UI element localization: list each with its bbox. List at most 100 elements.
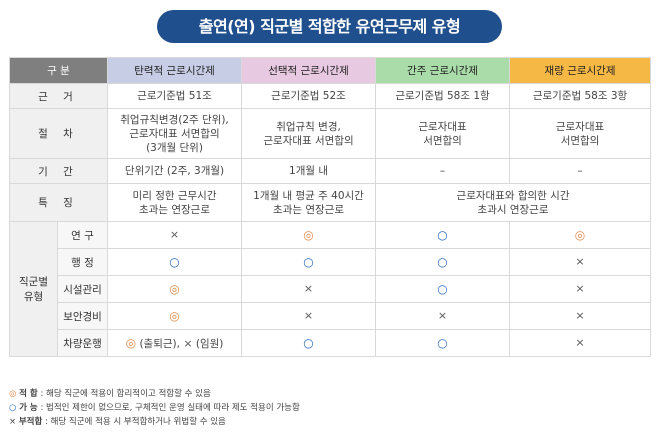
unsuitable-icon: ×	[9, 417, 17, 427]
cell-line: 근로자대표와 합의한 시간	[456, 189, 570, 202]
cell-procedure-select: 취업규칙 변경, 근로자대표 서면합의	[241, 108, 377, 159]
row-procedure: 절 차 취업규칙변경(2주 단위), 근로자대표 서면합의 (3개월 단위) 취…	[8, 108, 652, 159]
row-period: 기 간 단위기간 (2주, 3개월) 1개월 내 – –	[8, 158, 652, 184]
suitable-mark: ◎	[169, 281, 180, 296]
header-deemed-hours: 간주 근로시간제	[375, 57, 511, 84]
cell-line: 취업규칙변경(2주 단위),	[120, 113, 229, 126]
cell-job-indirect: ○	[375, 248, 511, 276]
cell-job-indirect: ○	[375, 221, 511, 249]
cell-line: (3개월 단위)	[146, 141, 203, 154]
row-job-research: 직군별 유형 연 구 × ◎ ○ ◎	[9, 221, 652, 357]
header-discretionary-hours: 재량 근로시간제	[509, 57, 652, 84]
cell-job-select: ×	[241, 275, 377, 303]
cell-job-indirect: ×	[375, 302, 511, 330]
unsuitable-mark: ×	[575, 309, 585, 322]
row-job-admin: 행 정 ○ ○ ○ ×	[10, 248, 652, 276]
commute-note: (출퇴근),	[139, 337, 180, 350]
possible-mark: ○	[303, 254, 314, 269]
legend-text: : 해당 직군에 적용이 합리적이고 적합할 수 있음	[40, 389, 211, 399]
cell-job-flex: ◎ (출퇴근), × (임원)	[107, 329, 243, 357]
possible-mark: ○	[437, 335, 448, 350]
cell-line: 초과는 연장근로	[273, 203, 344, 216]
job-group-label-line: 직군별	[19, 276, 48, 288]
cell-job-select: ○	[241, 248, 377, 276]
cell-job-discretion: ×	[509, 329, 652, 357]
cell-procedure-flex: 취업규칙변경(2주 단위), 근로자대표 서면합의 (3개월 단위)	[107, 108, 243, 159]
job-name: 차량운행	[56, 329, 109, 357]
possible-mark: ○	[169, 254, 180, 269]
cell-basis-indirect: 근로기준법 58조 1항	[375, 83, 511, 109]
executive-note: (임원)	[195, 337, 224, 350]
legend-suitable: ◎ 적 합 : 해당 직군에 적용이 합리적이고 적합할 수 있음	[9, 387, 211, 399]
row-label-feature: 특 징	[8, 183, 109, 222]
job-group-label-line: 유형	[23, 291, 44, 303]
legend-key: 가 능	[19, 403, 38, 413]
possible-mark: ○	[437, 227, 448, 242]
cell-basis-discretion: 근로기준법 58조 3항	[509, 83, 652, 109]
row-label-procedure: 절 차	[8, 108, 109, 159]
header-gubun: 구 분	[8, 57, 109, 84]
legend-key: 적 합	[19, 389, 38, 399]
legend-key: 부적합	[18, 417, 43, 427]
legend-text: : 해당 직군에 적용 시 부적합하거나 위법할 수 있음	[45, 417, 226, 427]
cell-job-flex: ◎	[107, 275, 243, 303]
suitable-mark: ◎	[574, 227, 586, 242]
cell-job-flex: ○	[107, 248, 243, 276]
unsuitable-mark: ×	[183, 336, 193, 350]
cell-line: 근로자대표 서면합의	[263, 134, 354, 147]
cell-period-select: 1개월 내	[241, 158, 377, 184]
row-job-driving: 차량운행 ◎ (출퇴근), × (임원) ○ ○ ×	[10, 329, 652, 357]
suitable-icon: ◎	[9, 389, 17, 399]
cell-line: 초과시 연장근로	[477, 203, 549, 216]
cell-line: 서면합의	[560, 134, 600, 147]
unsuitable-mark: ×	[575, 255, 585, 268]
cell-line: 취업규칙 변경,	[276, 120, 341, 133]
cell-basis-select: 근로기준법 52조	[241, 83, 377, 109]
suitable-mark: ◎	[125, 335, 137, 350]
cell-feature-merged: 근로자대표와 합의한 시간 초과시 연장근로	[375, 183, 652, 222]
unsuitable-mark: ×	[303, 282, 314, 295]
cell-procedure-discretion: 근로자대표 서면합의	[509, 108, 652, 159]
cell-line: 서면합의	[423, 134, 462, 147]
job-name: 시설관리	[56, 275, 109, 303]
possible-mark: ○	[303, 335, 314, 350]
page-title: 출연(연) 직군별 적합한 유연근무제 유형	[157, 10, 502, 43]
cell-job-discretion: ×	[509, 275, 652, 303]
header-flexible-hours: 탄력적 근로시간제	[107, 57, 243, 84]
cell-feature-flex: 미리 정한 근무시간 초과는 연장근로	[107, 183, 243, 222]
possible-icon: ○	[9, 403, 17, 413]
row-job-facility: 시설관리 ◎ × ○ ×	[10, 275, 652, 303]
cell-period-discretion: –	[509, 158, 652, 184]
possible-mark: ○	[437, 254, 448, 269]
row-feature: 특 징 미리 정한 근무시간 초과는 연장근로 1개월 내 평균 주 40시간 …	[8, 183, 652, 222]
cell-line: 근로자대표	[555, 120, 605, 133]
header-selective-hours: 선택적 근로시간제	[241, 57, 377, 84]
cell-line: 근로자대표 서면합의	[129, 127, 220, 140]
cell-job-flex: ◎	[107, 302, 243, 330]
cell-job-discretion: ×	[509, 302, 652, 330]
cell-job-select: ○	[241, 329, 377, 357]
cell-line: 초과는 연장근로	[139, 203, 210, 216]
row-label-basis: 근 거	[8, 83, 109, 109]
cell-period-indirect: –	[375, 158, 511, 184]
cell-procedure-indirect: 근로자대표 서면합의	[375, 108, 511, 159]
suitable-mark: ◎	[303, 227, 314, 242]
cell-job-indirect: ○	[375, 275, 511, 303]
cell-line: 1개월 내 평균 주 40시간	[253, 189, 364, 202]
cell-job-select: ×	[241, 302, 377, 330]
row-basis: 근 거 근로기준법 51조 근로기준법 52조 근로기준법 58조 1항 근로기…	[8, 83, 652, 109]
header-row: 구 분 탄력적 근로시간제 선택적 근로시간제 간주 근로시간제 재량 근로시간…	[8, 57, 652, 84]
job-name: 연 구	[56, 221, 109, 249]
flexible-work-table: 구 분 탄력적 근로시간제 선택적 근로시간제 간주 근로시간제 재량 근로시간…	[8, 57, 652, 357]
job-name: 행 정	[56, 248, 109, 276]
job-name: 보안경비	[56, 302, 109, 330]
row-label-period: 기 간	[8, 158, 109, 184]
cell-line: 근로자대표	[418, 120, 467, 133]
unsuitable-mark: ×	[169, 228, 180, 241]
cell-job-indirect: ○	[375, 329, 511, 357]
cell-feature-select: 1개월 내 평균 주 40시간 초과는 연장근로	[241, 183, 377, 222]
suitable-mark: ◎	[169, 308, 180, 323]
legend-unsuitable: × 부적합 : 해당 직군에 적용 시 부적합하거나 위법할 수 있음	[9, 415, 226, 427]
row-job-security: 보안경비 ◎ × × ×	[10, 302, 652, 330]
cell-job-discretion: ◎	[509, 221, 652, 249]
